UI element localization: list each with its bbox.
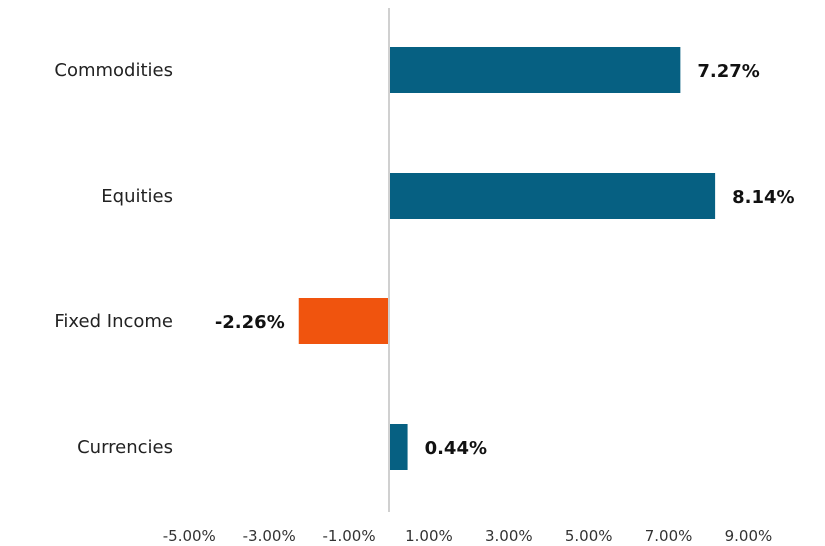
value-label-equities: 8.14%	[732, 187, 794, 208]
x-axis-tick-labels: -5.00% -3.00% -1.00% 1.00% 3.00% 5.00% 7.00% 9.…	[163, 527, 773, 545]
x-tick-label: 1.00%	[405, 527, 453, 545]
value-label-currencies: 0.44%	[425, 438, 487, 459]
category-label-currencies: Currencies	[77, 437, 173, 458]
x-tick-label: 5.00%	[565, 527, 613, 545]
value-label-fixed-income: -2.26%	[215, 312, 285, 333]
x-tick-label: 7.00%	[645, 527, 693, 545]
x-tick-label: -5.00%	[163, 527, 216, 545]
value-label-commodities: 7.27%	[697, 61, 759, 82]
bar-equities	[390, 173, 716, 219]
category-label-fixed-income: Fixed Income	[54, 311, 173, 332]
category-label-equities: Equities	[101, 186, 173, 207]
category-label-commodities: Commodities	[54, 60, 173, 81]
bars-group	[298, 47, 716, 470]
bar-fixed-income	[298, 298, 388, 344]
category-labels: Commodities Equities Fixed Income Currencie…	[54, 60, 173, 458]
bar-commodities	[390, 47, 681, 93]
value-labels: 7.27% 8.14% -2.26% 0.44%	[215, 61, 795, 459]
x-tick-label: 3.00%	[485, 527, 533, 545]
x-tick-label: -1.00%	[323, 527, 376, 545]
bar-currencies	[390, 424, 408, 470]
x-tick-label: -3.00%	[243, 527, 296, 545]
x-tick-label: 9.00%	[725, 527, 773, 545]
